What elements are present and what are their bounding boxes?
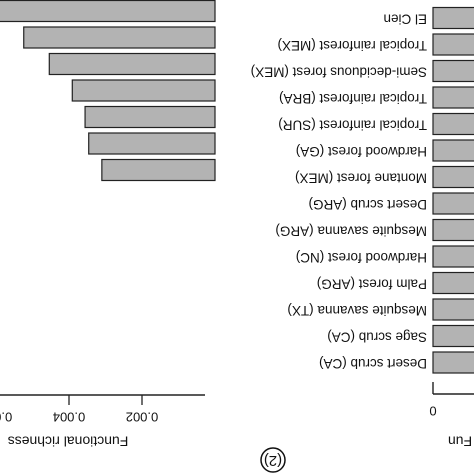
panel-marker-circle	[260, 447, 286, 473]
right-x-tick-label: 0	[429, 404, 436, 419]
left-bar	[88, 132, 216, 155]
right-bar	[432, 324, 474, 348]
category-label: Sage scrub (CA)	[327, 329, 427, 344]
category-label: Mesquite savanna (TX)	[287, 303, 427, 318]
right-bar	[432, 165, 474, 189]
left-chart-panel: 0.002 0.004 0.006 Functional richness	[0, 0, 216, 449]
left-bar	[71, 79, 216, 102]
right-bar	[432, 6, 474, 30]
right-x-axis-title: Fun	[448, 433, 472, 449]
right-bar	[432, 112, 474, 136]
category-label: Tropical rainforest (BRA)	[279, 91, 427, 106]
right-bar	[432, 218, 474, 242]
left-bar	[101, 158, 216, 182]
category-label: Tropical rainforest (MEX)	[277, 38, 427, 53]
category-label: Tropical rainforest (SUR)	[278, 117, 427, 132]
right-bar	[432, 86, 474, 109]
category-label: Montane forest (MEX)	[295, 170, 427, 185]
left-x-tick-label: 0.004	[53, 410, 86, 425]
category-label: Desert scrub (ARG)	[308, 197, 427, 212]
category-label: Semi-deciduous forest (MEX)	[251, 64, 427, 79]
panel-marker: (2)	[260, 447, 286, 473]
category-label: Hardwood forest (GA)	[296, 144, 427, 159]
category-label: Palm forest (ARG)	[317, 276, 427, 291]
right-bar	[432, 192, 474, 215]
category-label: Desert scrub (CA)	[319, 356, 427, 371]
right-bar	[432, 271, 474, 295]
left-bar	[84, 105, 216, 129]
category-label: El Cien	[383, 11, 427, 26]
left-bar	[0, 0, 216, 23]
left-x-tick-label: 0.002	[126, 410, 159, 425]
left-x-axis-title: Functional richness	[8, 433, 129, 449]
right-bar	[432, 59, 474, 83]
panel-marker-label: (2)	[264, 452, 282, 469]
right-bar	[432, 245, 474, 268]
left-bar	[48, 52, 216, 76]
right-bar	[432, 298, 474, 321]
right-chart-panel: El Cien Tropical rainforest (MEX) Semi-dec…	[251, 6, 474, 449]
left-x-tick-label: 0.006	[0, 410, 12, 425]
left-bar	[23, 26, 216, 49]
right-bar	[432, 33, 474, 56]
right-bar	[432, 351, 474, 374]
category-label: Hardwood forest (NC)	[296, 250, 427, 265]
right-bar	[432, 139, 474, 162]
category-label: Mesquite savanna (ARG)	[275, 223, 427, 238]
